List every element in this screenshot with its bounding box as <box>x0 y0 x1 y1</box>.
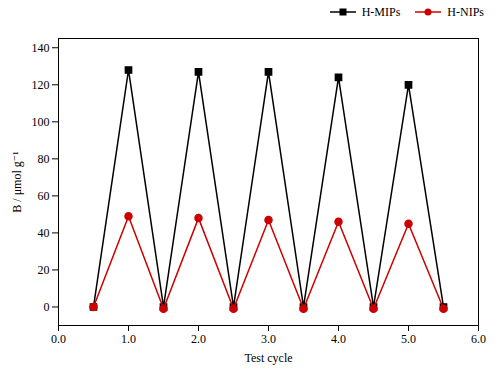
svg-text:3.0: 3.0 <box>261 332 276 346</box>
svg-text:1.0: 1.0 <box>121 332 136 346</box>
svg-text:80: 80 <box>38 152 50 166</box>
svg-text:6.0: 6.0 <box>471 332 486 346</box>
svg-text:100: 100 <box>32 115 50 129</box>
html-text:H-MIPs: H-MIPs <box>361 4 401 19</box>
svg-text:140: 140 <box>32 41 50 55</box>
svg-text:40: 40 <box>38 226 50 240</box>
html-text:H-NIPs: H-NIPs <box>447 4 484 19</box>
svg-text:20: 20 <box>38 263 50 277</box>
svg-text:B / μmol g⁻¹: B / μmol g⁻¹ <box>10 151 24 213</box>
svg-text:120: 120 <box>32 78 50 92</box>
svg-text:60: 60 <box>38 189 50 203</box>
svg-text:0: 0 <box>44 300 50 314</box>
svg-text:4.0: 4.0 <box>331 332 346 346</box>
svg-text:2.0: 2.0 <box>191 332 206 346</box>
svg-text:5.0: 5.0 <box>401 332 416 346</box>
svg-text:Test cycle: Test cycle <box>244 351 292 365</box>
svg-text:0.0: 0.0 <box>51 332 66 346</box>
